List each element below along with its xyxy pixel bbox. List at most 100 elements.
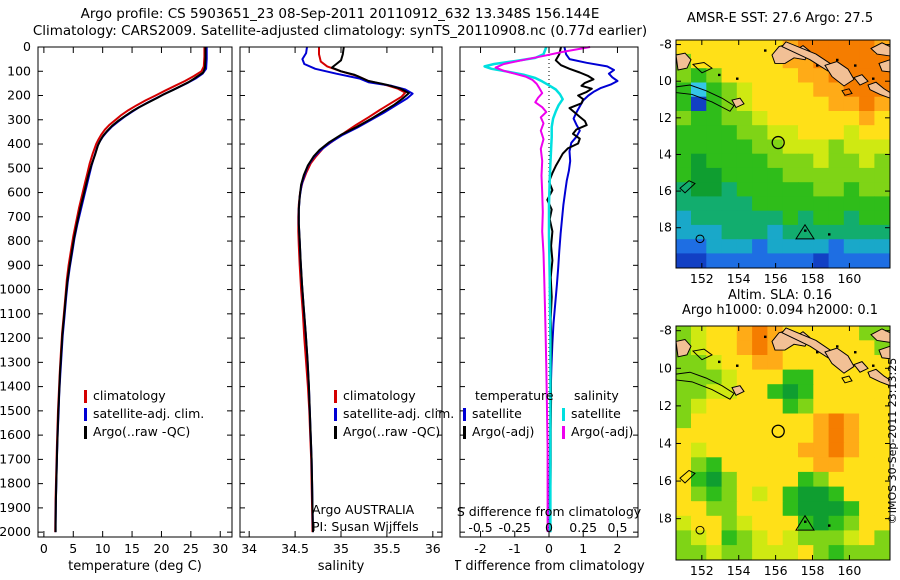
svg-text:S difference from climatology: S difference from climatology — [457, 504, 642, 519]
legend-label: Argo(..raw -QC) — [343, 424, 441, 439]
svg-text:-12: -12 — [660, 110, 672, 125]
argo-s-line-swatch — [562, 425, 565, 439]
legend-item-satellite-adj: satellite-adj. clim. — [84, 405, 204, 423]
legend-item-satellite: satellite — [562, 405, 633, 423]
difference-salinity-legend: salinity satellite Argo(-adj) — [562, 387, 633, 441]
imos-copyright-stamp: ©IMOS 30-Sep-2011 23:13:25 — [886, 357, 899, 525]
legend-item-climatology: climatology — [334, 387, 454, 405]
temperature-legend: climatology satellite-adj. clim. Argo(..… — [84, 387, 204, 441]
svg-text:25: 25 — [183, 541, 199, 556]
svg-text:154: 154 — [727, 563, 751, 578]
svg-text:800: 800 — [7, 233, 31, 248]
svg-text:158: 158 — [801, 563, 825, 578]
page-title-line1: Argo profile: CS 5903651_23 08-Sep-2011 … — [80, 6, 600, 22]
salinity-legend: climatology satellite-adj. clim. Argo(..… — [334, 387, 454, 441]
satellite-s-line-swatch — [562, 407, 565, 421]
svg-text:-8: -8 — [660, 37, 672, 52]
svg-text:1400: 1400 — [0, 379, 31, 394]
argo-raw-line-swatch — [334, 425, 337, 439]
legend-item-argo-raw: Argo(..raw -QC) — [84, 423, 204, 441]
sla-map-title-line2: Argo h1000: 0.094 h2000: 0.1 — [681, 303, 879, 318]
sst-map: 152 154 156 158 160 -8 -10 -12 -14 -16 -18 — [660, 37, 891, 286]
svg-text:-10: -10 — [660, 73, 672, 88]
svg-text:400: 400 — [7, 136, 31, 151]
svg-text:1500: 1500 — [0, 403, 31, 418]
svg-text:-1: -1 — [509, 541, 521, 556]
program-pi: PI: Susan Wijffels — [312, 519, 419, 534]
svg-text:-18: -18 — [660, 220, 672, 235]
svg-text:35: 35 — [333, 541, 349, 556]
svg-text:-16: -16 — [660, 183, 672, 198]
svg-text:-14: -14 — [660, 146, 672, 161]
svg-text:2000: 2000 — [0, 524, 31, 539]
program-name: Argo AUSTRALIA — [312, 502, 415, 517]
svg-text:1700: 1700 — [0, 451, 31, 466]
svg-text:2: 2 — [613, 541, 621, 556]
svg-text:0: 0 — [40, 541, 48, 556]
legend-header-temperature: temperature — [475, 388, 554, 403]
svg-text:0: 0 — [545, 520, 553, 535]
legend-label: satellite-adj. clim. — [343, 406, 455, 421]
legend-item-climatology: climatology — [84, 387, 204, 405]
svg-text:salinity: salinity — [318, 559, 365, 574]
svg-text:1200: 1200 — [0, 330, 31, 345]
svg-text:700: 700 — [7, 209, 31, 224]
sst-map-title: AMSR-E SST: 27.6 Argo: 27.5 — [686, 11, 874, 26]
svg-text:15: 15 — [124, 541, 140, 556]
svg-text:36: 36 — [425, 541, 441, 556]
satellite-t-line-swatch — [463, 407, 466, 421]
svg-text:1800: 1800 — [0, 476, 31, 491]
svg-text:-0.25: -0.25 — [499, 520, 531, 535]
svg-text:34.5: 34.5 — [281, 541, 309, 556]
svg-text:0.5: 0.5 — [608, 520, 628, 535]
legend-label: climatology — [343, 388, 416, 403]
svg-text:T difference from climatology: T difference from climatology — [455, 559, 645, 574]
svg-text:160: 160 — [837, 563, 861, 578]
svg-text:34: 34 — [241, 541, 257, 556]
program-annotation: Argo AUSTRALIA PI: Susan Wijffels — [312, 501, 419, 535]
svg-text:300: 300 — [7, 112, 31, 127]
legend-item-argo-adj: Argo(-adj) — [463, 423, 554, 441]
svg-text:-14: -14 — [660, 435, 672, 450]
svg-text:-18: -18 — [660, 511, 672, 526]
svg-text:152: 152 — [690, 563, 714, 578]
svg-text:-10: -10 — [660, 360, 672, 375]
svg-text:-12: -12 — [660, 398, 672, 413]
difference-temperature-legend: temperature satellite Argo(-adj) — [463, 387, 554, 441]
svg-text:temperature (deg C): temperature (deg C) — [68, 559, 202, 574]
page-title-line2: Climatology: CARS2009. Satellite-adjuste… — [32, 23, 648, 39]
svg-text:500: 500 — [7, 160, 31, 175]
svg-text:20: 20 — [154, 541, 170, 556]
svg-text:200: 200 — [7, 88, 31, 103]
svg-text:160: 160 — [837, 271, 861, 286]
svg-text:30: 30 — [212, 541, 228, 556]
legend-label: satellite — [472, 406, 522, 421]
svg-text:152: 152 — [690, 271, 714, 286]
legend-item-satellite: satellite — [463, 405, 554, 423]
argo-raw-line-swatch — [84, 425, 87, 439]
satellite-adj-line-swatch — [84, 407, 87, 421]
legend-label: Argo(..raw -QC) — [93, 424, 191, 439]
legend-header-salinity: salinity — [574, 388, 619, 403]
climatology-line-swatch — [334, 389, 337, 403]
svg-text:100: 100 — [7, 63, 31, 78]
svg-text:5: 5 — [69, 541, 77, 556]
sla-map: 152 154 156 158 160 -8 -10 -12 -14 -16 -18 — [660, 323, 891, 578]
legend-item-argo-raw: Argo(..raw -QC) — [334, 423, 454, 441]
svg-text:900: 900 — [7, 257, 31, 272]
svg-text:35.5: 35.5 — [373, 541, 401, 556]
svg-text:1600: 1600 — [0, 427, 31, 442]
svg-text:156: 156 — [764, 271, 788, 286]
svg-text:600: 600 — [7, 185, 31, 200]
svg-text:1300: 1300 — [0, 354, 31, 369]
argo-t-line-swatch — [463, 425, 466, 439]
svg-text:-2: -2 — [474, 541, 486, 556]
legend-label: Argo(-adj) — [571, 424, 634, 439]
svg-text:-8: -8 — [660, 323, 672, 338]
svg-text:-0.5: -0.5 — [468, 520, 492, 535]
svg-text:-16: -16 — [660, 473, 672, 488]
legend-item-argo-adj: Argo(-adj) — [562, 423, 633, 441]
sla-map-title-line1: Altim. SLA: 0.16 — [727, 288, 833, 303]
svg-text:158: 158 — [801, 271, 825, 286]
